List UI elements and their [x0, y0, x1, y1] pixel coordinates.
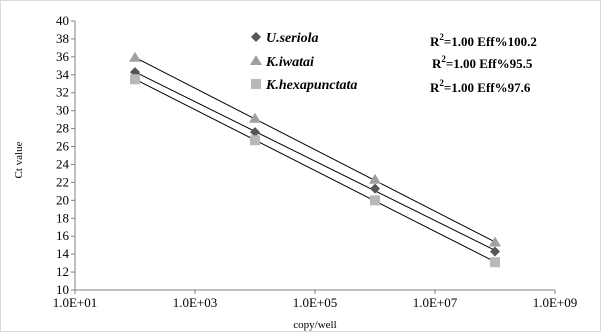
- legend-marker: [250, 55, 262, 65]
- series-layer: [129, 51, 501, 268]
- data-point: [369, 173, 381, 184]
- annotations: R2=1.00 Eff%100.2 R2=1.00 Eff%95.5 R2=1.00…: [430, 32, 537, 95]
- data-point: [370, 195, 380, 206]
- legend-label: K.hexapunctata: [265, 78, 357, 93]
- y-tick-label: 40: [56, 13, 69, 28]
- data-point: [249, 112, 261, 123]
- y-axis-label: Ct value: [13, 141, 25, 178]
- series-k-iwatai: [129, 51, 501, 247]
- y-tick-label: 32: [56, 85, 69, 100]
- legend-marker: [251, 32, 261, 42]
- y-tick-label: 38: [56, 31, 69, 46]
- data-point: [490, 257, 500, 268]
- y-tick-label: 30: [56, 103, 69, 118]
- r2-annotation: R2=1.00 Eff%100.2: [430, 32, 537, 49]
- data-point: [370, 183, 380, 194]
- data-point: [130, 74, 140, 85]
- y-tick-label: 26: [56, 139, 70, 154]
- trendline: [134, 71, 496, 251]
- data-point: [489, 236, 501, 247]
- x-axis-label: copy/well: [293, 319, 336, 331]
- legend-label: K.iwatai: [265, 55, 314, 70]
- trendline: [134, 78, 496, 263]
- x-tick-label: 1.0E+01: [53, 295, 98, 310]
- data-point: [250, 127, 260, 138]
- y-tick-label: 36: [56, 49, 70, 64]
- series-k-hexapunctata: [130, 74, 500, 268]
- y-tick-label: 10: [56, 282, 69, 297]
- y-tick-label: 20: [56, 192, 69, 207]
- y-tick-label: 18: [56, 210, 69, 225]
- x-tick-label: 1.0E+05: [293, 295, 338, 310]
- trendline: [134, 56, 496, 243]
- y-tick-label: 16: [56, 228, 70, 243]
- axes-layer: 10 12 14 16 18 20 22 24 26 28 30 32 34 36 38 40 1.0E+01 1…: [53, 13, 578, 310]
- y-tick-label: 22: [56, 174, 69, 189]
- y-tick-label: 24: [56, 156, 70, 171]
- r2-annotation: R2=1.00 Eff%97.6: [430, 78, 531, 95]
- x-tick-label: 1.0E+07: [413, 295, 458, 310]
- data-point: [490, 246, 500, 257]
- legend: U.seriola K.iwatai K.hexapunctata: [250, 31, 357, 93]
- y-tick-label: 28: [56, 121, 69, 136]
- legend-marker: [251, 79, 261, 89]
- r2-annotation: R2=1.00 Eff%95.5: [432, 54, 533, 71]
- y-tick-label: 14: [56, 246, 70, 261]
- x-tick-label: 1.0E+09: [533, 295, 578, 310]
- x-tick-label: 1.0E+03: [173, 295, 218, 310]
- y-tick-label: 34: [56, 67, 70, 82]
- data-point: [129, 51, 141, 62]
- y-tick-label: 12: [56, 264, 69, 279]
- data-point: [250, 135, 260, 146]
- legend-label: U.seriola: [266, 31, 319, 46]
